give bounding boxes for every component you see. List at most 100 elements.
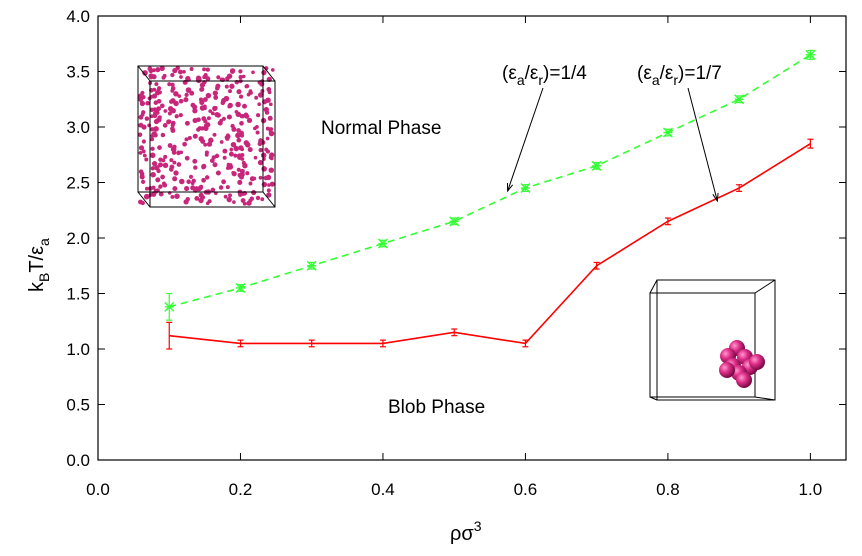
particle	[268, 102, 273, 107]
particle	[228, 89, 232, 94]
particle	[218, 185, 224, 190]
particle	[242, 163, 248, 169]
particle	[156, 98, 162, 104]
y-tick-label: 2.0	[66, 229, 90, 248]
particle	[226, 163, 232, 168]
particle	[258, 175, 263, 180]
particle	[152, 113, 158, 119]
particle	[157, 115, 162, 120]
particle	[185, 87, 192, 93]
annotation-arrows	[506, 87, 719, 203]
particle	[261, 69, 267, 76]
particle	[143, 193, 150, 200]
particle	[260, 152, 267, 159]
particle	[173, 91, 179, 97]
particle	[152, 87, 157, 92]
arrow-head	[712, 192, 719, 203]
particle	[192, 133, 198, 139]
particle	[179, 178, 185, 185]
annotation-ratio-1-7: (εa/εr)=1/7	[637, 63, 722, 88]
particle	[267, 183, 271, 187]
particle	[182, 141, 187, 147]
particle	[193, 165, 198, 170]
particle	[214, 153, 220, 159]
particle	[163, 109, 168, 113]
particle	[202, 75, 207, 80]
particle	[226, 196, 232, 203]
particle	[158, 184, 163, 189]
particle	[155, 177, 161, 183]
particle	[195, 75, 202, 82]
particle	[228, 151, 234, 157]
data-point	[166, 321, 173, 350]
data-point	[593, 261, 600, 270]
particle	[251, 190, 257, 196]
y-tick-label: 1.5	[66, 285, 90, 304]
particle	[173, 100, 179, 107]
particle	[201, 177, 206, 183]
particle	[199, 184, 204, 189]
particle	[186, 179, 191, 184]
particle	[153, 126, 158, 131]
particle	[244, 83, 250, 89]
particle	[225, 185, 230, 190]
particle	[260, 117, 267, 124]
particle	[174, 193, 180, 199]
particle	[189, 67, 194, 71]
particle	[172, 176, 178, 182]
particle	[255, 195, 261, 201]
particle	[150, 166, 156, 171]
particle	[214, 111, 220, 118]
particle	[167, 82, 172, 87]
particle	[162, 73, 167, 78]
particle	[192, 117, 198, 124]
blob-sphere	[749, 354, 765, 370]
particle	[182, 69, 186, 74]
data-point	[522, 339, 529, 348]
particle	[204, 175, 210, 180]
particle	[139, 174, 145, 180]
particle	[233, 153, 238, 158]
particle	[160, 103, 165, 109]
particle	[202, 67, 207, 72]
annotation-blob-phase: Blob Phase	[388, 397, 485, 418]
particle	[158, 162, 163, 168]
particle	[178, 69, 183, 75]
plot-frame	[97, 15, 847, 461]
particle	[244, 113, 250, 119]
y-tick-label: 1.0	[66, 340, 90, 359]
particle	[184, 92, 189, 98]
particle	[167, 143, 173, 148]
particle	[207, 199, 212, 204]
particle	[173, 170, 179, 176]
particle	[196, 127, 201, 132]
particle	[160, 132, 166, 138]
arrow-line	[687, 87, 718, 202]
particle	[190, 102, 196, 108]
particle	[167, 111, 172, 116]
particle	[253, 155, 258, 160]
particle	[169, 99, 174, 104]
particle	[157, 145, 162, 150]
particle	[267, 115, 273, 121]
x-tick-label: 1.0	[799, 480, 823, 499]
x-tick-label: 0.8	[656, 480, 680, 499]
particle	[198, 97, 204, 102]
particle	[259, 81, 265, 87]
particle	[236, 167, 241, 172]
particle	[269, 181, 275, 187]
particle	[203, 119, 208, 124]
particle	[268, 154, 274, 160]
particle	[238, 69, 243, 74]
particle	[209, 158, 215, 164]
annotation-normal-phase: Normal Phase	[321, 118, 441, 139]
data-point	[377, 238, 388, 249]
particle	[200, 195, 205, 201]
particle	[242, 103, 247, 109]
particle	[203, 126, 209, 132]
particle	[222, 155, 227, 160]
particle	[215, 170, 221, 176]
particle	[139, 100, 146, 107]
arrow-line	[507, 87, 544, 192]
particle	[149, 137, 155, 142]
